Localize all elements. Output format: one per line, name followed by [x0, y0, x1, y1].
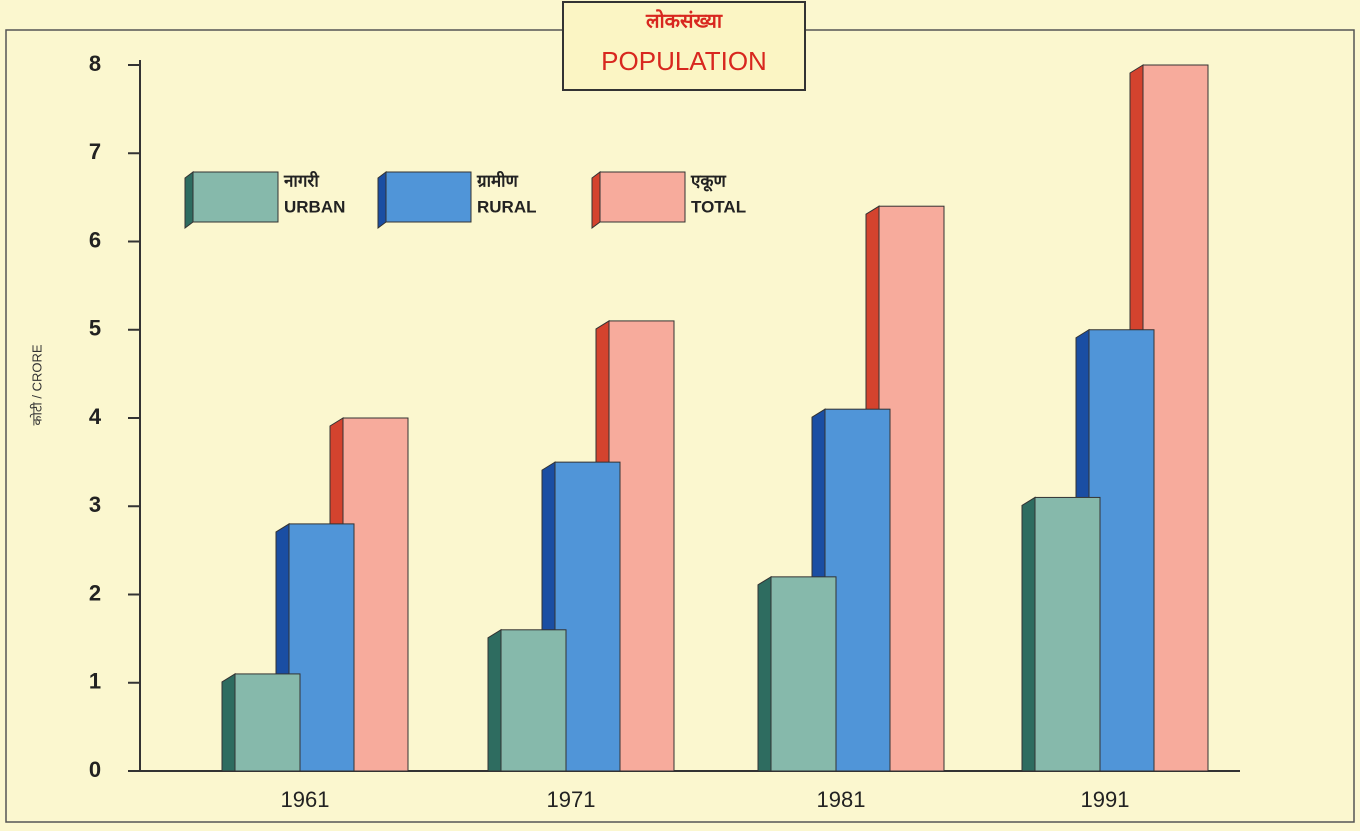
legend-label-local: एकूण — [690, 171, 726, 192]
bar — [221, 673, 301, 772]
legend-label-local: नागरी — [283, 170, 319, 190]
y-tick-label: 8 — [89, 51, 101, 76]
legend-label: RURAL — [477, 197, 537, 216]
bar — [1021, 496, 1101, 772]
y-tick-label: 2 — [89, 580, 101, 605]
y-tick-label: 4 — [89, 404, 102, 429]
chart-title-local: लोकसंख्या — [645, 8, 723, 32]
y-tick-label: 1 — [89, 669, 101, 694]
legend-swatch-side — [591, 171, 601, 229]
x-tick-label: 1971 — [547, 787, 596, 812]
bar — [541, 461, 621, 772]
y-tick-label: 6 — [89, 227, 101, 252]
chart-title: POPULATION — [601, 46, 767, 76]
x-tick-label: 1961 — [281, 787, 330, 812]
bar-front — [1034, 496, 1101, 772]
x-tick-label: 1991 — [1081, 787, 1130, 812]
title-box — [562, 1, 806, 91]
bar-side — [1021, 496, 1036, 772]
y-tick-label: 0 — [89, 757, 101, 782]
bar-front — [554, 461, 621, 772]
bar — [487, 628, 567, 772]
y-axis-label: कोटी / CRORE — [29, 344, 44, 425]
y-tick-label: 7 — [89, 139, 101, 164]
legend-label-local: ग्रामीण — [476, 170, 519, 190]
y-tick-label: 5 — [89, 316, 101, 341]
legend-swatch — [599, 171, 686, 223]
legend-swatch — [385, 171, 472, 223]
bar — [757, 575, 837, 772]
bar-side — [487, 628, 502, 772]
legend-label: TOTAL — [691, 197, 746, 216]
legend-label: URBAN — [284, 197, 345, 216]
bar-side — [221, 673, 236, 772]
legend-swatch-side — [377, 171, 387, 229]
x-tick-label: 1981 — [817, 787, 866, 812]
bar-front — [770, 576, 837, 772]
bar-front — [500, 629, 567, 772]
legend-swatch-side — [184, 171, 194, 229]
y-tick-label: 3 — [89, 492, 101, 517]
legend-swatch — [192, 171, 279, 223]
bar-front — [234, 673, 301, 772]
bar-side — [757, 575, 772, 772]
